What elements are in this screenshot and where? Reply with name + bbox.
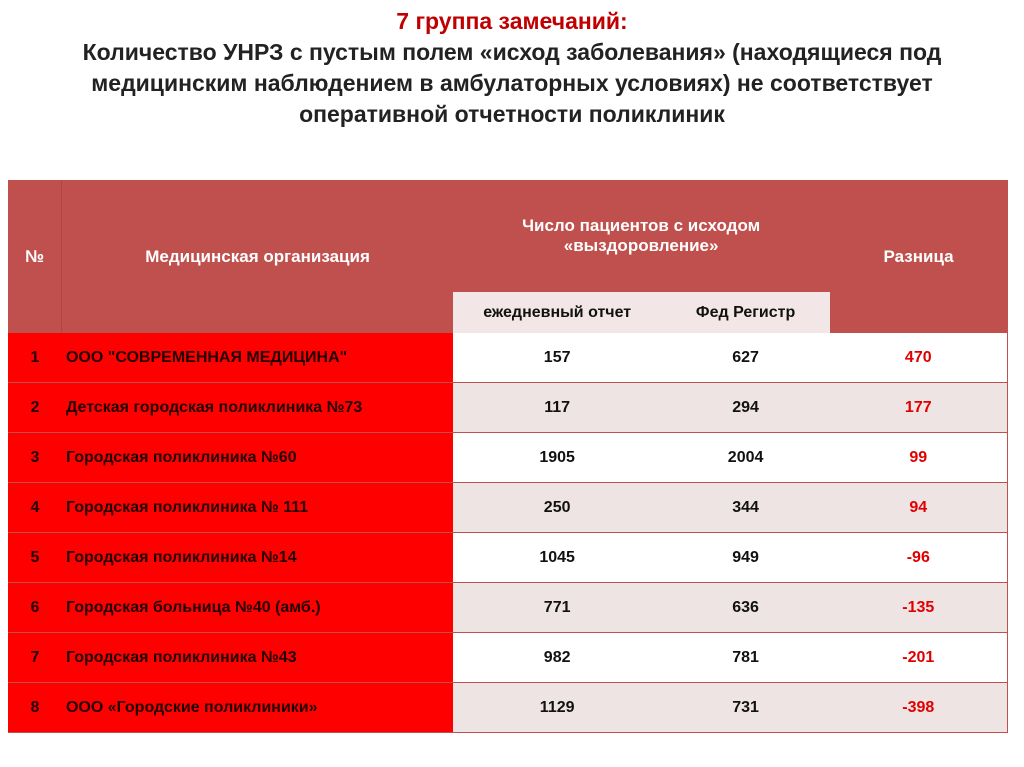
row-diff: -201: [829, 632, 1008, 683]
row-num: 2: [8, 382, 62, 433]
row-fed: 627: [661, 333, 830, 383]
row-diff: 470: [829, 333, 1008, 383]
row-org: Городская больница №40 (амб.): [61, 582, 453, 633]
row-diff: -96: [829, 532, 1008, 583]
row-diff: -398: [829, 682, 1008, 733]
table-row: 7 Городская поликлиника №43 982 781 -201: [8, 632, 1008, 683]
row-fed: 949: [661, 532, 830, 583]
row-org: Городская поликлиника № 111: [61, 482, 453, 533]
row-daily: 157: [452, 333, 662, 383]
row-num: 4: [8, 482, 62, 533]
row-num: 3: [8, 432, 62, 483]
row-fed: 344: [661, 482, 830, 533]
row-daily: 117: [452, 382, 662, 433]
row-org: Детская городская поликлиника №73: [61, 382, 453, 433]
header-daily: ежедневный отчет: [452, 292, 662, 333]
table-row: 4 Городская поликлиника № 111 250 344 94: [8, 482, 1008, 533]
slide-title: 7 группа замечаний: Количество УНРЗ с пу…: [0, 6, 1024, 130]
data-table: № Медицинская организация Число пациенто…: [8, 180, 1008, 733]
row-org: Городская поликлиника №14: [61, 532, 453, 583]
row-daily: 1129: [452, 682, 662, 733]
table-row: 8 ООО «Городские поликлиники» 1129 731 -398: [8, 682, 1008, 733]
header-num: №: [8, 180, 63, 333]
row-daily: 1905: [452, 432, 662, 483]
row-diff: 99: [829, 432, 1008, 483]
title-description: Количество УНРЗ с пустым полем «исход за…: [82, 39, 942, 127]
row-org: ООО "СОВРЕМЕННАЯ МЕДИЦИНА": [61, 333, 453, 383]
row-fed: 2004: [661, 432, 830, 483]
row-fed: 781: [661, 632, 830, 683]
row-num: 8: [8, 682, 62, 733]
row-diff: 94: [829, 482, 1008, 533]
row-daily: 771: [452, 582, 662, 633]
row-fed: 636: [661, 582, 830, 633]
row-diff: 177: [829, 382, 1008, 433]
row-fed: 294: [661, 382, 830, 433]
table-row: 5 Городская поликлиника №14 1045 949 -96: [8, 532, 1008, 583]
row-num: 7: [8, 632, 62, 683]
header-org: Медицинская организация: [61, 180, 453, 333]
table-row: 3 Городская поликлиника №60 1905 2004 99: [8, 432, 1008, 483]
row-diff: -135: [829, 582, 1008, 633]
row-org: ООО «Городские поликлиники»: [61, 682, 453, 733]
header-diff: Разница: [829, 180, 1008, 333]
title-group: 7 группа замечаний:: [396, 8, 628, 34]
row-daily: 982: [452, 632, 662, 683]
header-fed: Фед Регистр: [661, 292, 830, 333]
row-num: 1: [8, 333, 62, 383]
row-daily: 250: [452, 482, 662, 533]
table-row: 6 Городская больница №40 (амб.) 771 636 -135: [8, 582, 1008, 633]
row-fed: 731: [661, 682, 830, 733]
row-org: Городская поликлиника №43: [61, 632, 453, 683]
row-org: Городская поликлиника №60: [61, 432, 453, 483]
header-group: Число пациентов с исходом «выздоровление…: [452, 180, 830, 292]
row-daily: 1045: [452, 532, 662, 583]
row-num: 6: [8, 582, 62, 633]
table-row: 1 ООО "СОВРЕМЕННАЯ МЕДИЦИНА" 157 627 470: [8, 333, 1008, 383]
row-num: 5: [8, 532, 62, 583]
table-row: 2 Детская городская поликлиника №73 117 294…: [8, 382, 1008, 433]
